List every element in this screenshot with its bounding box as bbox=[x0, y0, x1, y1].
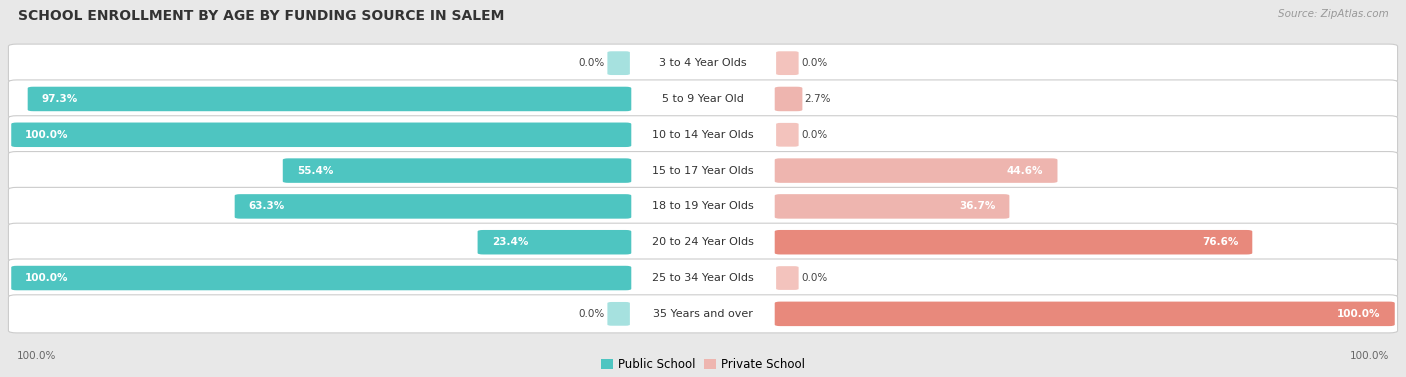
FancyBboxPatch shape bbox=[8, 80, 1398, 118]
FancyBboxPatch shape bbox=[8, 295, 1398, 333]
Text: 63.3%: 63.3% bbox=[249, 201, 285, 211]
FancyBboxPatch shape bbox=[776, 266, 799, 290]
FancyBboxPatch shape bbox=[8, 152, 1398, 190]
Text: SCHOOL ENROLLMENT BY AGE BY FUNDING SOURCE IN SALEM: SCHOOL ENROLLMENT BY AGE BY FUNDING SOUR… bbox=[18, 9, 505, 23]
FancyBboxPatch shape bbox=[776, 123, 799, 147]
Text: 0.0%: 0.0% bbox=[578, 58, 605, 68]
Text: 0.0%: 0.0% bbox=[578, 309, 605, 319]
Text: 3 to 4 Year Olds: 3 to 4 Year Olds bbox=[659, 58, 747, 68]
FancyBboxPatch shape bbox=[8, 116, 1398, 154]
Text: 0.0%: 0.0% bbox=[801, 58, 828, 68]
FancyBboxPatch shape bbox=[776, 51, 799, 75]
FancyBboxPatch shape bbox=[8, 259, 1398, 297]
FancyBboxPatch shape bbox=[478, 230, 631, 254]
Text: 100.0%: 100.0% bbox=[25, 130, 69, 140]
Text: 36.7%: 36.7% bbox=[959, 201, 995, 211]
Text: 44.6%: 44.6% bbox=[1007, 166, 1043, 176]
FancyBboxPatch shape bbox=[8, 44, 1398, 82]
Text: 100.0%: 100.0% bbox=[1337, 309, 1381, 319]
FancyBboxPatch shape bbox=[775, 87, 803, 111]
FancyBboxPatch shape bbox=[28, 87, 631, 111]
FancyBboxPatch shape bbox=[8, 187, 1398, 225]
Text: 0.0%: 0.0% bbox=[801, 130, 828, 140]
FancyBboxPatch shape bbox=[775, 194, 1010, 219]
FancyBboxPatch shape bbox=[8, 223, 1398, 261]
Legend: Public School, Private School: Public School, Private School bbox=[600, 358, 806, 371]
FancyBboxPatch shape bbox=[607, 51, 630, 75]
FancyBboxPatch shape bbox=[607, 302, 630, 326]
FancyBboxPatch shape bbox=[11, 123, 631, 147]
FancyBboxPatch shape bbox=[775, 302, 1395, 326]
Text: 100.0%: 100.0% bbox=[25, 273, 69, 283]
Text: 25 to 34 Year Olds: 25 to 34 Year Olds bbox=[652, 273, 754, 283]
Text: 100.0%: 100.0% bbox=[1350, 351, 1389, 361]
Text: 35 Years and over: 35 Years and over bbox=[652, 309, 754, 319]
Text: 55.4%: 55.4% bbox=[297, 166, 333, 176]
Text: 5 to 9 Year Old: 5 to 9 Year Old bbox=[662, 94, 744, 104]
FancyBboxPatch shape bbox=[775, 158, 1057, 183]
FancyBboxPatch shape bbox=[283, 158, 631, 183]
Text: 18 to 19 Year Olds: 18 to 19 Year Olds bbox=[652, 201, 754, 211]
Text: 15 to 17 Year Olds: 15 to 17 Year Olds bbox=[652, 166, 754, 176]
Text: 23.4%: 23.4% bbox=[492, 237, 529, 247]
Text: 20 to 24 Year Olds: 20 to 24 Year Olds bbox=[652, 237, 754, 247]
Text: 76.6%: 76.6% bbox=[1202, 237, 1239, 247]
FancyBboxPatch shape bbox=[775, 230, 1253, 254]
Text: 97.3%: 97.3% bbox=[42, 94, 77, 104]
Text: 100.0%: 100.0% bbox=[17, 351, 56, 361]
Text: Source: ZipAtlas.com: Source: ZipAtlas.com bbox=[1278, 9, 1389, 20]
Text: 0.0%: 0.0% bbox=[801, 273, 828, 283]
FancyBboxPatch shape bbox=[235, 194, 631, 219]
FancyBboxPatch shape bbox=[11, 266, 631, 290]
Text: 2.7%: 2.7% bbox=[804, 94, 831, 104]
Text: 10 to 14 Year Olds: 10 to 14 Year Olds bbox=[652, 130, 754, 140]
